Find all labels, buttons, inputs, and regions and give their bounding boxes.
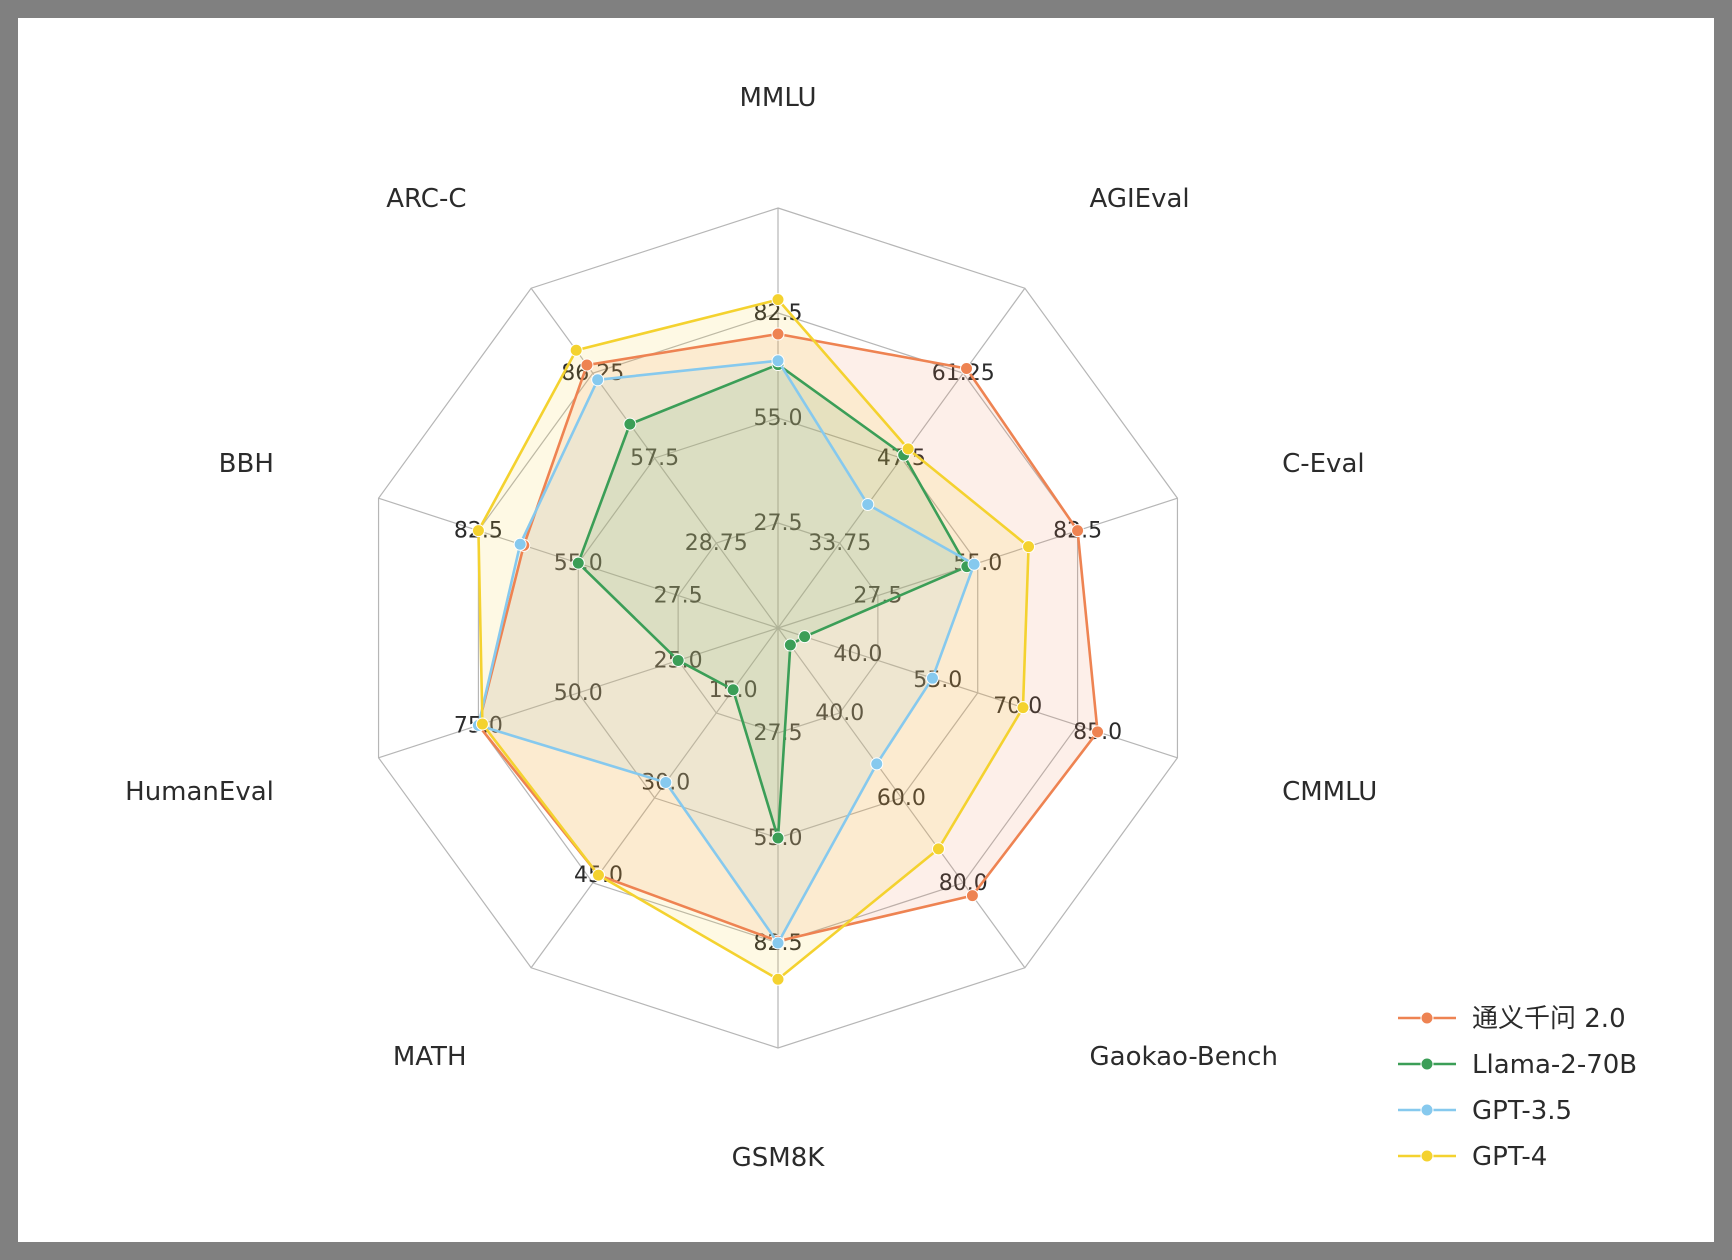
legend: 通义千问 2.0 Llama-2-70B GPT-3.5 GPT-4 bbox=[1398, 1004, 1637, 1172]
legend-label: Llama-2-70B bbox=[1472, 1050, 1637, 1080]
axis-label: HumanEval bbox=[125, 777, 274, 807]
axis-label: GSM8K bbox=[732, 1143, 826, 1173]
radar-chart: MMLU27.555.082.5AGIEval33.7547.561.25C-E… bbox=[18, 18, 1714, 1242]
axis-label: MMLU bbox=[739, 83, 816, 113]
axis-label: MATH bbox=[393, 1042, 467, 1072]
legend-label: 通义千问 2.0 bbox=[1472, 1004, 1626, 1034]
axis-label: Gaokao-Bench bbox=[1090, 1042, 1278, 1072]
chart-frame: MMLU27.555.082.5AGIEval33.7547.561.25C-E… bbox=[0, 0, 1732, 1260]
axis-label: CMMLU bbox=[1282, 777, 1377, 807]
axis-label: BBH bbox=[219, 449, 274, 479]
legend-label: GPT-4 bbox=[1472, 1142, 1547, 1172]
axis-label: ARC-C bbox=[386, 184, 466, 214]
axis-label: AGIEval bbox=[1090, 184, 1190, 214]
axis-label: C-Eval bbox=[1282, 449, 1365, 479]
plot-area: MMLU27.555.082.5AGIEval33.7547.561.25C-E… bbox=[18, 18, 1714, 1242]
legend-label: GPT-3.5 bbox=[1472, 1096, 1572, 1126]
